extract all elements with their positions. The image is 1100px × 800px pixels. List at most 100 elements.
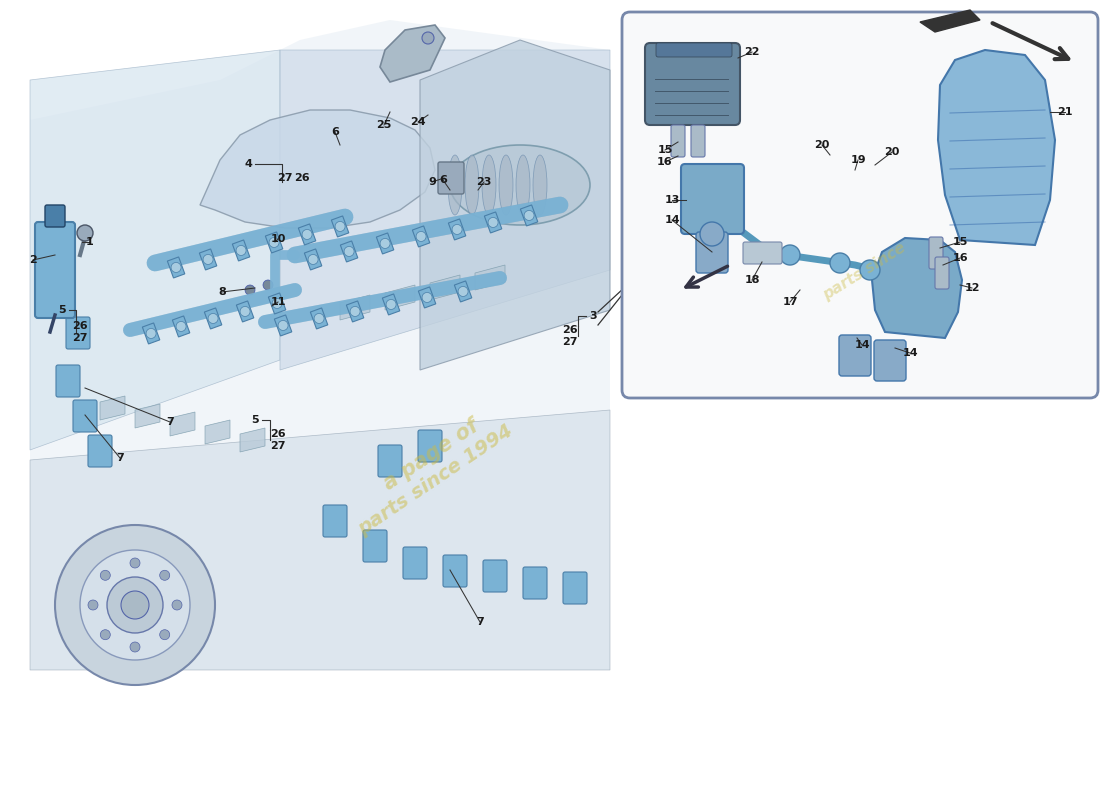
Polygon shape (340, 295, 370, 320)
Circle shape (121, 591, 148, 619)
FancyBboxPatch shape (691, 125, 705, 157)
Text: 17: 17 (782, 297, 797, 307)
Text: a page of: a page of (379, 416, 483, 494)
Text: 20: 20 (884, 147, 900, 157)
Polygon shape (268, 293, 286, 314)
Polygon shape (199, 249, 217, 270)
Text: 5: 5 (251, 415, 258, 425)
Circle shape (107, 577, 163, 633)
Text: 21: 21 (1057, 107, 1072, 117)
FancyBboxPatch shape (438, 162, 464, 194)
Ellipse shape (482, 155, 496, 215)
Circle shape (458, 286, 469, 297)
Polygon shape (920, 10, 980, 32)
Ellipse shape (450, 145, 590, 225)
Polygon shape (872, 238, 962, 338)
FancyBboxPatch shape (645, 43, 740, 125)
FancyBboxPatch shape (839, 335, 871, 376)
FancyBboxPatch shape (935, 257, 949, 289)
Text: 2: 2 (29, 255, 37, 265)
Polygon shape (383, 294, 399, 315)
Text: 26: 26 (562, 325, 578, 335)
Text: 7: 7 (166, 417, 174, 427)
Polygon shape (331, 216, 349, 237)
Circle shape (315, 314, 324, 323)
Polygon shape (100, 396, 125, 420)
Polygon shape (385, 285, 415, 310)
Text: 10: 10 (271, 234, 286, 244)
Polygon shape (205, 420, 230, 444)
Circle shape (452, 225, 462, 234)
Circle shape (263, 280, 273, 290)
Polygon shape (236, 301, 254, 322)
Polygon shape (205, 308, 222, 329)
Polygon shape (412, 226, 430, 247)
Polygon shape (200, 110, 434, 228)
Circle shape (146, 329, 156, 338)
Text: 18: 18 (745, 275, 760, 285)
Circle shape (172, 262, 182, 273)
Ellipse shape (448, 155, 462, 215)
Text: 9: 9 (428, 177, 436, 187)
Text: 14: 14 (855, 340, 870, 350)
Polygon shape (454, 281, 472, 302)
FancyBboxPatch shape (323, 505, 346, 537)
FancyBboxPatch shape (363, 530, 387, 562)
Polygon shape (265, 232, 283, 253)
Circle shape (236, 246, 246, 255)
Text: 20: 20 (814, 140, 829, 150)
Polygon shape (430, 275, 460, 300)
Circle shape (524, 210, 535, 221)
Text: 1: 1 (86, 237, 94, 247)
Circle shape (245, 285, 255, 295)
Ellipse shape (516, 155, 530, 215)
Circle shape (272, 298, 282, 309)
Circle shape (350, 306, 360, 317)
Circle shape (172, 600, 182, 610)
Polygon shape (475, 265, 505, 290)
Polygon shape (240, 428, 265, 452)
Polygon shape (376, 233, 394, 254)
Text: 13: 13 (664, 195, 680, 205)
Text: parts since: parts since (820, 240, 909, 303)
Text: 11: 11 (271, 297, 286, 307)
FancyBboxPatch shape (696, 232, 728, 273)
Polygon shape (167, 257, 185, 278)
Circle shape (308, 254, 318, 265)
Text: 15: 15 (658, 145, 673, 155)
FancyBboxPatch shape (88, 435, 112, 467)
Circle shape (381, 238, 390, 249)
Polygon shape (298, 224, 316, 245)
Text: 27: 27 (277, 173, 293, 183)
Polygon shape (449, 219, 465, 240)
Circle shape (488, 218, 498, 227)
Circle shape (160, 570, 169, 580)
Circle shape (780, 245, 800, 265)
Circle shape (422, 32, 435, 44)
Text: 19: 19 (850, 155, 866, 165)
Circle shape (80, 550, 190, 660)
Text: 27: 27 (562, 337, 578, 347)
Polygon shape (305, 249, 322, 270)
Polygon shape (420, 40, 610, 370)
Polygon shape (274, 315, 292, 336)
Polygon shape (340, 241, 358, 262)
Text: 26: 26 (73, 321, 88, 331)
Ellipse shape (499, 155, 513, 215)
Text: 15: 15 (953, 237, 968, 247)
FancyBboxPatch shape (56, 365, 80, 397)
Text: parts since 1994: parts since 1994 (355, 421, 517, 539)
Text: 12: 12 (965, 283, 980, 293)
Text: 23: 23 (476, 177, 492, 187)
Text: 14: 14 (664, 215, 680, 225)
FancyBboxPatch shape (483, 560, 507, 592)
Circle shape (416, 231, 426, 242)
Text: 6: 6 (331, 127, 339, 137)
FancyBboxPatch shape (73, 400, 97, 432)
Circle shape (55, 525, 215, 685)
FancyBboxPatch shape (742, 242, 782, 264)
Text: 7: 7 (476, 617, 484, 627)
Text: 25: 25 (376, 120, 392, 130)
Text: 14: 14 (902, 348, 917, 358)
FancyBboxPatch shape (66, 317, 90, 349)
